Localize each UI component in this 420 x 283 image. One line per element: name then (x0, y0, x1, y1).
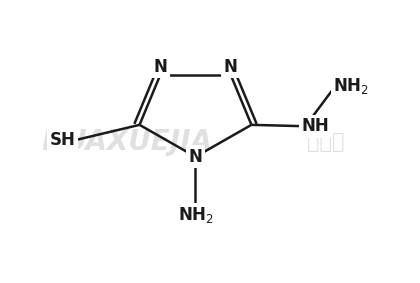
Text: N: N (224, 57, 238, 76)
Text: NH$_2$: NH$_2$ (333, 76, 369, 96)
Text: N: N (189, 148, 202, 166)
Text: 化学加: 化学加 (307, 132, 345, 151)
Text: N: N (153, 57, 167, 76)
Text: NH$_2$: NH$_2$ (178, 205, 213, 225)
Text: SH: SH (50, 131, 76, 149)
Text: NH: NH (302, 117, 330, 135)
Text: HUAXUEJIA: HUAXUEJIA (42, 128, 213, 155)
